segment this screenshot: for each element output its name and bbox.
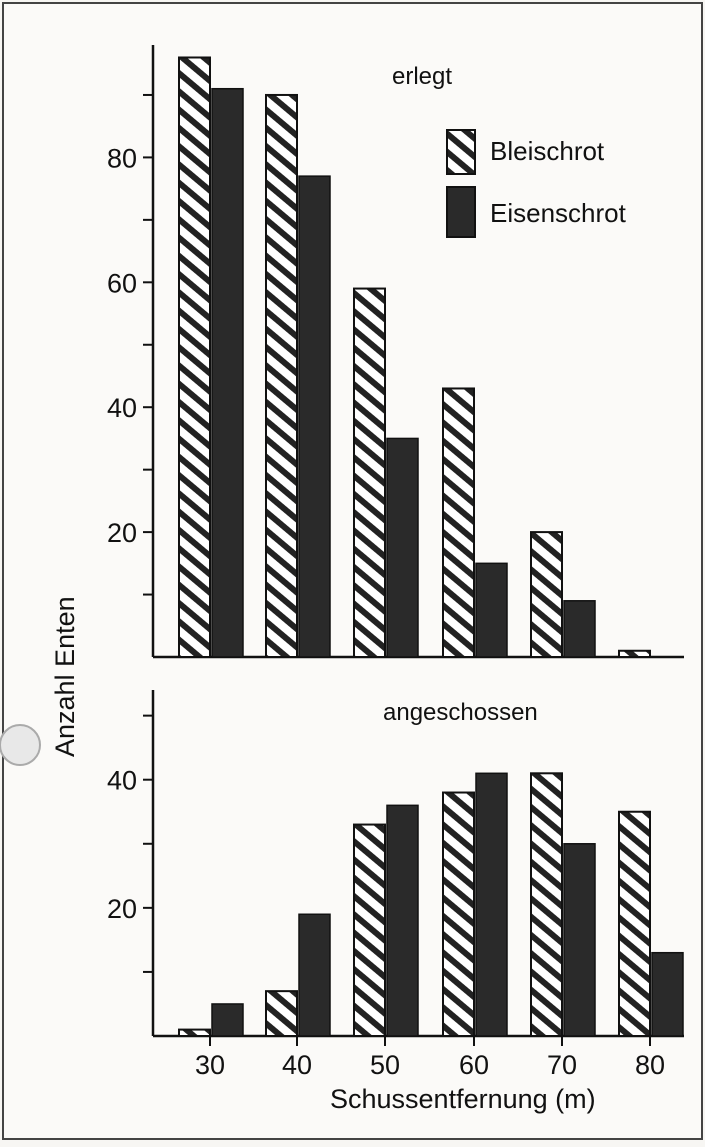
bar-eisenschrot-bottom — [563, 843, 596, 1037]
bar-bleischrot-top — [265, 93, 298, 659]
y-tick-label-bottom: 20 — [107, 894, 137, 924]
bar-bleischrot-bottom — [353, 823, 386, 1037]
bar-bleischrot-bottom — [530, 772, 563, 1038]
x-tick-label: 40 — [282, 1050, 312, 1080]
bar-eisenschrot-bottom — [298, 913, 331, 1037]
bar-eisenschrot-bottom — [475, 772, 508, 1037]
bar-bleischrot-top — [353, 287, 386, 658]
margin-marker — [0, 724, 41, 766]
bar-bleischrot-top — [178, 56, 211, 658]
bar-eisenschrot-top — [211, 87, 244, 658]
bar-bleischrot-bottom — [178, 1028, 211, 1038]
bar-bleischrot-top — [442, 387, 475, 658]
y-tick-label-top: 20 — [107, 518, 137, 548]
bar-eisenschrot-top — [386, 437, 419, 658]
x-tick-label: 80 — [635, 1050, 665, 1080]
y-axis-title: Anzahl Enten — [50, 596, 80, 757]
bar-eisenschrot-bottom — [386, 804, 419, 1037]
bar-eisenschrot-top — [475, 562, 508, 658]
bar-eisenschrot-top — [298, 175, 331, 658]
bar-eisenschrot-top — [563, 600, 596, 658]
panel-title-erlegt: erlegt — [392, 63, 452, 90]
y-tick-label-top: 40 — [107, 393, 137, 423]
bar-bleischrot-bottom — [618, 810, 651, 1037]
bar-eisenschrot-bottom — [211, 1003, 244, 1037]
panel-title-angeschossen: angeschossen — [383, 699, 538, 726]
bar-eisenschrot-bottom — [651, 951, 684, 1037]
y-tick-label-bottom: 40 — [107, 766, 137, 796]
legend-label-eisenschrot: Eisenschrot — [490, 198, 627, 228]
legend-swatch-eisenschrot — [446, 186, 476, 238]
x-tick-label: 50 — [370, 1050, 400, 1080]
y-tick-label-top: 60 — [107, 268, 137, 298]
x-axis-title: Schussentfernung (m) — [330, 1084, 596, 1114]
x-tick-label: 60 — [459, 1050, 489, 1080]
bar-bleischrot-top — [530, 531, 563, 659]
x-tick-label: 30 — [195, 1050, 225, 1080]
legend-swatch-bleischrot — [446, 129, 476, 175]
bar-bleischrot-top — [618, 649, 651, 659]
plots-layer: 20 40 60 80 20 40 30 40 50 60 70 80 — [107, 45, 684, 1080]
legend-label-bleischrot: Bleischrot — [490, 136, 605, 166]
x-tick-label: 70 — [547, 1050, 577, 1080]
bar-bleischrot-bottom — [442, 791, 475, 1037]
legend: Bleischrot Eisenschrot — [446, 129, 627, 238]
bar-bleischrot-bottom — [265, 990, 298, 1037]
y-tick-label-top: 80 — [107, 143, 137, 173]
